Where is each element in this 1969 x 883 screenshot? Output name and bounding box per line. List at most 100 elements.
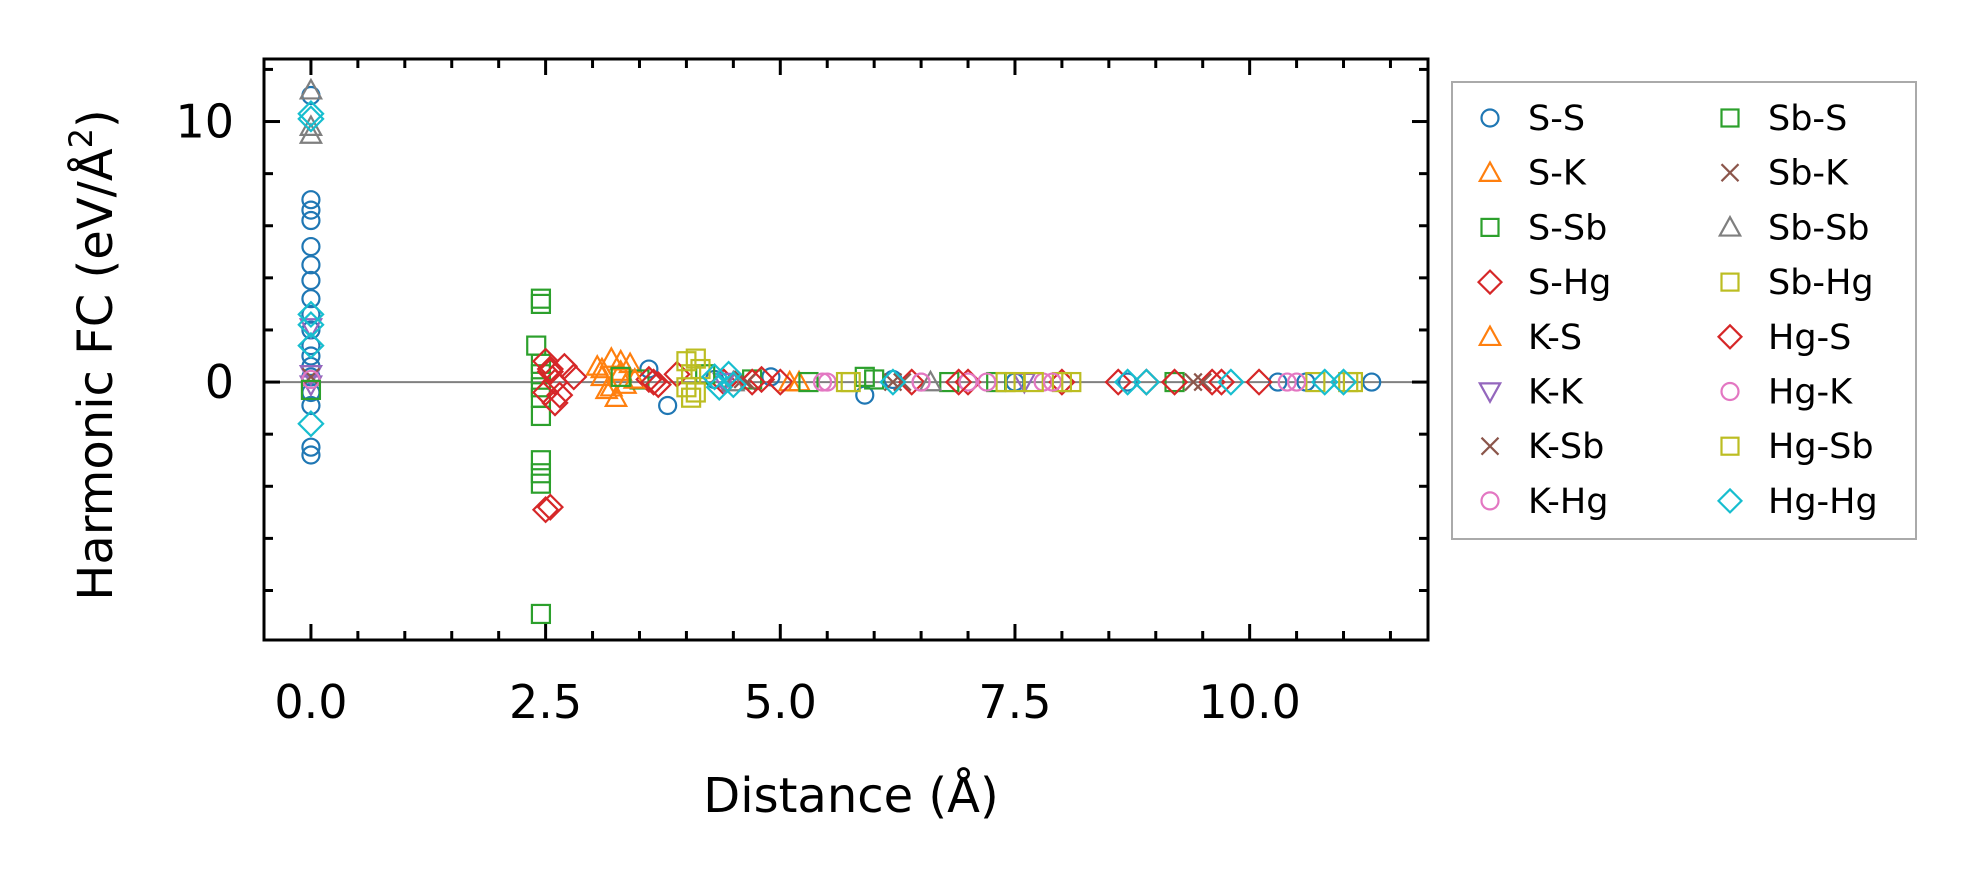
data-point-hg-sb — [840, 371, 861, 393]
legend-label: S-K — [1528, 154, 1587, 194]
legend-item-sb-sb: Sb-Sb — [1717, 208, 1870, 248]
data-point-s-s — [301, 289, 321, 309]
legend-item-s-hg: S-Hg — [1476, 263, 1611, 303]
data-point-s-s — [301, 236, 321, 257]
legend-frame — [1451, 81, 1917, 540]
data-point-hg-s — [639, 368, 668, 396]
series-hg-s — [536, 355, 1236, 409]
legend-label: K-S — [1528, 318, 1582, 358]
data-point-k-s — [589, 356, 615, 379]
legend-item-sb-s: Sb-S — [1720, 99, 1847, 139]
data-point-hg-k — [977, 372, 997, 392]
series-hg-k — [812, 372, 1307, 392]
data-point-hg-k — [911, 372, 931, 392]
data-point-s-sb — [1164, 371, 1185, 393]
data-point-hg-hg — [1217, 368, 1245, 396]
legend-item-hg-sb: Hg-Sb — [1720, 427, 1874, 467]
data-point-s-hg — [531, 496, 560, 524]
points-layer — [297, 77, 1382, 625]
y-axis-label-superscript: 2 — [62, 128, 100, 148]
data-point-sb-s — [610, 366, 631, 387]
data-point-hg-s — [738, 368, 766, 396]
data-point-hg-hg — [297, 331, 325, 360]
data-point-hg-s — [1207, 368, 1236, 396]
legend-item-k-s: K-S — [1477, 318, 1582, 358]
data-point-s-hg — [644, 370, 672, 399]
data-point-s-s — [658, 395, 678, 416]
data-point-k-hg — [958, 372, 978, 392]
legend-label: Hg-Sb — [1768, 427, 1874, 467]
data-point-s-hg — [1160, 368, 1189, 396]
data-point-s-sb — [530, 405, 552, 427]
data-point-k-hg — [817, 372, 837, 392]
data-point-sb-sb — [298, 122, 324, 144]
data-point-sb-hg — [681, 387, 702, 408]
data-point-s-s — [301, 255, 321, 275]
data-point-hg-sb — [685, 348, 706, 369]
data-point-sb-sb — [721, 369, 746, 392]
data-point-s-sb — [530, 450, 552, 471]
data-point-k-k — [298, 364, 324, 387]
data-point-s-k — [603, 385, 629, 407]
data-point-s-s — [1118, 372, 1138, 392]
data-point-s-sb — [530, 603, 552, 625]
data-point-s-s — [301, 210, 321, 231]
data-point-s-hg — [531, 347, 560, 375]
x-tick-label: 0.0 — [274, 675, 347, 729]
data-point-hg-hg — [719, 370, 748, 399]
series-s-s — [301, 85, 1382, 465]
data-point-k-k — [298, 318, 324, 340]
data-point-k-sb — [1193, 372, 1212, 392]
data-point-hg-hg — [1311, 368, 1339, 396]
data-point-k-sb — [301, 367, 321, 387]
legend-label: Sb-S — [1768, 99, 1847, 139]
data-point-hg-k — [812, 372, 833, 392]
legend-item-hg-k: Hg-K — [1720, 373, 1853, 413]
series-sb-k — [738, 372, 1203, 392]
data-point-hg-hg — [714, 360, 743, 388]
legend-item-k-sb: K-Sb — [1480, 427, 1604, 467]
legend-item-k-hg: K-Hg — [1480, 482, 1608, 522]
x-tick-label: 2.5 — [509, 675, 582, 729]
data-point-s-sb — [530, 288, 552, 309]
plot-area: 0.0 2.5 5.0 7.5 10.0 0 10 — [175, 57, 1430, 729]
series-hg-hg — [297, 100, 1358, 438]
data-point-hg-hg — [1132, 368, 1161, 396]
legend-marker — [1717, 214, 1743, 237]
data-point-hg-k — [1042, 372, 1063, 392]
data-point-sb-sb — [918, 369, 943, 392]
y-axis-label-end: ) — [68, 109, 124, 128]
data-point-s-hg — [766, 368, 794, 396]
data-point-s-k — [589, 364, 615, 387]
legend-label: Hg-K — [1768, 373, 1853, 413]
legend-label: S-Sb — [1528, 208, 1607, 248]
data-point-hg-hg — [1329, 368, 1358, 396]
y-tick-label: 0 — [205, 355, 234, 409]
data-point-hg-hg — [297, 300, 325, 329]
legend-label: S-S — [1528, 99, 1585, 139]
legend-label: Hg-Hg — [1768, 482, 1878, 522]
data-point-hg-sb — [685, 382, 706, 403]
data-point-hg-s — [536, 355, 565, 383]
data-point-hg-k — [1286, 372, 1307, 392]
data-point-k-hg — [1277, 372, 1297, 392]
legend-marker — [1720, 163, 1740, 182]
legend-item-s-sb: S-Sb — [1480, 208, 1607, 248]
data-point-hg-hg — [879, 368, 907, 396]
legend-marker — [1476, 269, 1504, 296]
data-point-k-hg — [301, 369, 321, 390]
legend-items: S-S S-K S-Sb S-Hg K-S K-K K-Sb K-Hg Sb-S Sb-K Sb-S… — [1476, 99, 1878, 522]
y-axis-label: Harmonic FC (eV/Å2) — [62, 109, 124, 601]
series-sb-sb — [298, 77, 943, 392]
x-tick-label: 7.5 — [978, 675, 1051, 729]
data-point-sb-sb — [298, 77, 324, 100]
data-point-s-hg — [560, 363, 588, 391]
data-point-s-k — [594, 377, 619, 400]
legend-marker — [1720, 272, 1740, 292]
data-point-hg-sb — [1061, 371, 1082, 393]
data-point-s-hg — [541, 389, 569, 417]
legend-label: K-Hg — [1528, 482, 1608, 522]
data-point-s-s — [301, 190, 321, 210]
x-tick-label: 5.0 — [744, 675, 817, 729]
data-point-s-hg — [898, 368, 926, 396]
